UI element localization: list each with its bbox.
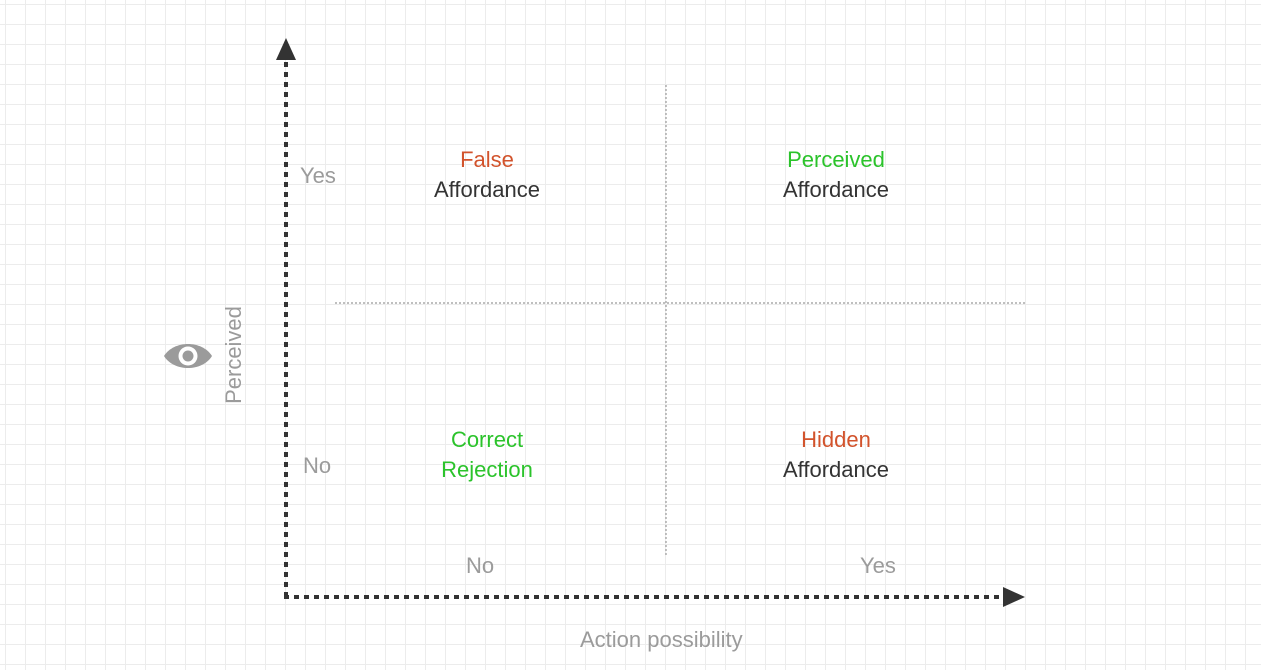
y-tick-yes: Yes: [300, 163, 336, 188]
quadrant-hidden-affordance: Hidden Affordance: [716, 425, 956, 485]
eye-icon: [164, 344, 212, 368]
quadrant-false-affordance: False Affordance: [367, 145, 607, 205]
quadrant-correct-rejection: Correct Rejection: [367, 425, 607, 485]
quadrant-subtitle: Affordance: [782, 457, 889, 482]
y-tick-no: No: [303, 453, 332, 478]
quadrant-subtitle: Affordance: [433, 177, 540, 202]
x-axis-title: Action possibility: [580, 627, 743, 652]
quadrant-title: Perceived: [787, 147, 885, 172]
quadrant-subtitle: Rejection: [441, 457, 533, 482]
quadrant-title: False: [460, 147, 514, 172]
x-tick-yes: Yes: [860, 553, 896, 578]
quadrant-title: Hidden: [801, 427, 871, 452]
y-axis-title: Perceived: [221, 306, 246, 404]
x-axis-arrowhead: [1003, 587, 1025, 607]
y-axis-arrowhead: [276, 38, 296, 60]
quadrant-subtitle: Affordance: [782, 177, 889, 202]
x-tick-no: No: [466, 553, 495, 578]
quadrant-title: Correct: [450, 427, 524, 452]
quadrant-perceived-affordance: Perceived Affordance: [716, 145, 956, 205]
